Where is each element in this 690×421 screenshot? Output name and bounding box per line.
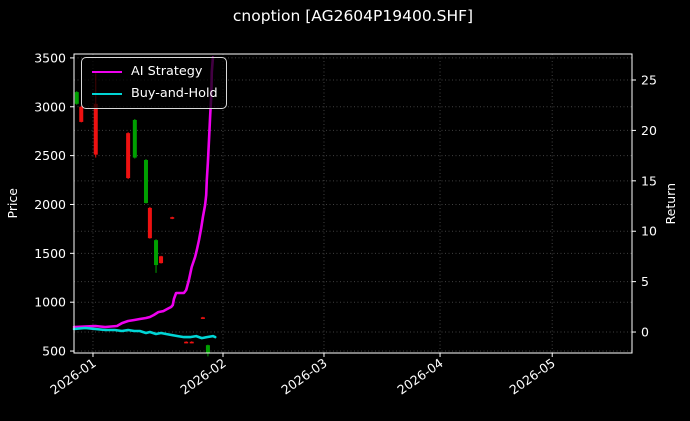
price-tick-label: 2000 (34, 197, 66, 212)
legend-label: AI Strategy (131, 64, 203, 79)
candle-body (189, 341, 194, 344)
candle-body (126, 133, 131, 179)
return-tick-label: 10 (641, 224, 657, 239)
price-tick-label: 3500 (34, 50, 66, 65)
ai-strategy-line-swatch (92, 70, 122, 73)
candle-body (170, 217, 175, 219)
buy-and-hold-line (72, 326, 217, 340)
candle-body (205, 345, 210, 353)
chart-title: cnoption [AG2604P19400.SHF] (232, 7, 474, 25)
x-tick-label: 2026-01 (47, 355, 98, 397)
candle-body (147, 207, 152, 239)
legend: AI Strategy Buy-and-Hold (81, 57, 227, 109)
ai-strategy-line (72, 56, 215, 329)
return-tick-label: 15 (641, 173, 657, 188)
x-tick-label: 2026-04 (394, 355, 445, 397)
return-tick-label: 0 (641, 325, 649, 340)
price-tick-label: 3000 (34, 99, 66, 114)
candle-body (93, 103, 98, 155)
axes-frame (73, 53, 633, 354)
price-tick-label: 2500 (34, 148, 66, 163)
candle-body (159, 256, 164, 264)
price-tick-label: 1000 (34, 295, 66, 310)
return-tick-label: 25 (641, 73, 657, 88)
return-tick-label: 5 (641, 274, 649, 289)
x-tick-label: 2026-03 (278, 355, 329, 397)
x-tick-label: 2026-02 (177, 355, 228, 397)
legend-item-buy-and-hold: Buy-and-Hold (92, 85, 218, 102)
candle-body (79, 106, 84, 122)
legend-item-ai-strategy: AI Strategy (92, 63, 218, 80)
buy-and-hold-line-swatch (92, 92, 122, 95)
candle-body (184, 341, 189, 344)
x-tick-label: 2026-05 (507, 355, 558, 397)
candle-body (143, 160, 148, 204)
price-tick-label: 1500 (34, 246, 66, 261)
price-tick-label: 500 (42, 344, 66, 359)
candle-body (154, 240, 159, 266)
candle-body (200, 317, 205, 319)
candle-body (132, 119, 137, 158)
return-tick-label: 20 (641, 123, 657, 138)
legend-label: Buy-and-Hold (131, 86, 218, 101)
candle-body (74, 92, 79, 104)
